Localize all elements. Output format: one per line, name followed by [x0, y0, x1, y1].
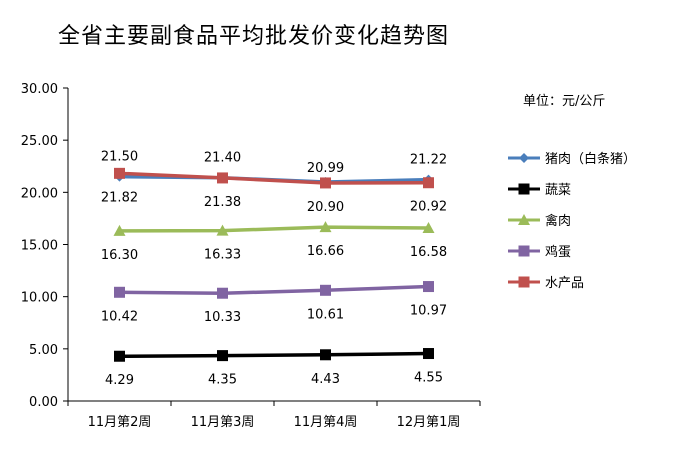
data-label: 16.33	[204, 248, 241, 263]
y-tick-label: 25.00	[21, 134, 58, 149]
data-point	[320, 284, 331, 296]
y-tick-label: 5.00	[29, 343, 58, 358]
data-label: 21.82	[101, 190, 138, 205]
data-label: 4.29	[105, 373, 134, 388]
legend-label: 禽肉	[545, 213, 571, 229]
series-line	[119, 284, 429, 295]
data-point	[217, 287, 228, 299]
data-point	[217, 172, 228, 184]
data-point	[114, 286, 125, 298]
data-label: 4.43	[311, 372, 340, 387]
y-tick-label: 15.00	[21, 239, 58, 254]
data-point	[423, 177, 434, 189]
x-tick-label: 11月第2周	[88, 415, 152, 430]
legend-label: 猪肉（白条猪）	[545, 151, 636, 167]
data-label: 10.97	[410, 304, 447, 319]
legend-marker	[518, 214, 530, 225]
data-label: 16.30	[101, 248, 138, 263]
y-tick-label: 30.00	[21, 82, 58, 97]
data-label: 16.66	[307, 244, 344, 259]
data-point	[423, 348, 434, 360]
data-label: 21.50	[101, 150, 138, 165]
data-point	[320, 349, 331, 361]
data-label: 21.40	[204, 151, 241, 166]
y-tick-label: 20.00	[21, 186, 58, 201]
data-point	[319, 221, 332, 233]
data-label: 16.58	[410, 245, 447, 260]
series-line	[119, 225, 429, 233]
data-label: 21.38	[204, 195, 241, 210]
legend-label: 水产品	[545, 276, 584, 291]
data-label: 4.35	[208, 373, 237, 388]
data-label: 10.33	[204, 310, 241, 325]
data-point	[114, 167, 125, 179]
data-point	[422, 222, 435, 234]
x-tick-label: 11月第4周	[294, 415, 358, 430]
series-line	[119, 351, 429, 358]
x-tick-label: 11月第3周	[191, 415, 255, 430]
data-label: 20.99	[307, 161, 344, 176]
data-point	[114, 350, 125, 362]
y-tick-label: 0.00	[29, 395, 58, 410]
data-label: 10.61	[307, 307, 344, 322]
data-point	[320, 177, 331, 189]
data-label: 21.22	[410, 153, 447, 168]
legend-label: 蔬菜	[545, 183, 571, 198]
legend-label: 鸡蛋	[545, 244, 571, 260]
data-label: 20.92	[410, 200, 447, 215]
legend-marker	[518, 245, 530, 257]
data-point	[217, 350, 228, 362]
chart-title: 全省主要副食品平均批发价变化趋势图	[58, 24, 450, 49]
legend-marker	[519, 153, 529, 163]
legend-marker	[518, 183, 530, 195]
data-label: 4.55	[414, 371, 443, 386]
y-tick-label: 10.00	[21, 291, 58, 306]
legend-marker	[518, 276, 530, 288]
data-label: 10.42	[101, 309, 138, 324]
data-point	[423, 281, 434, 293]
data-point	[216, 224, 229, 236]
data-label: 20.90	[307, 200, 344, 215]
series-line	[119, 171, 429, 185]
x-tick-label: 12月第1周	[397, 415, 461, 430]
unit-label: 单位：元/公斤	[523, 94, 606, 109]
data-point	[113, 224, 126, 236]
